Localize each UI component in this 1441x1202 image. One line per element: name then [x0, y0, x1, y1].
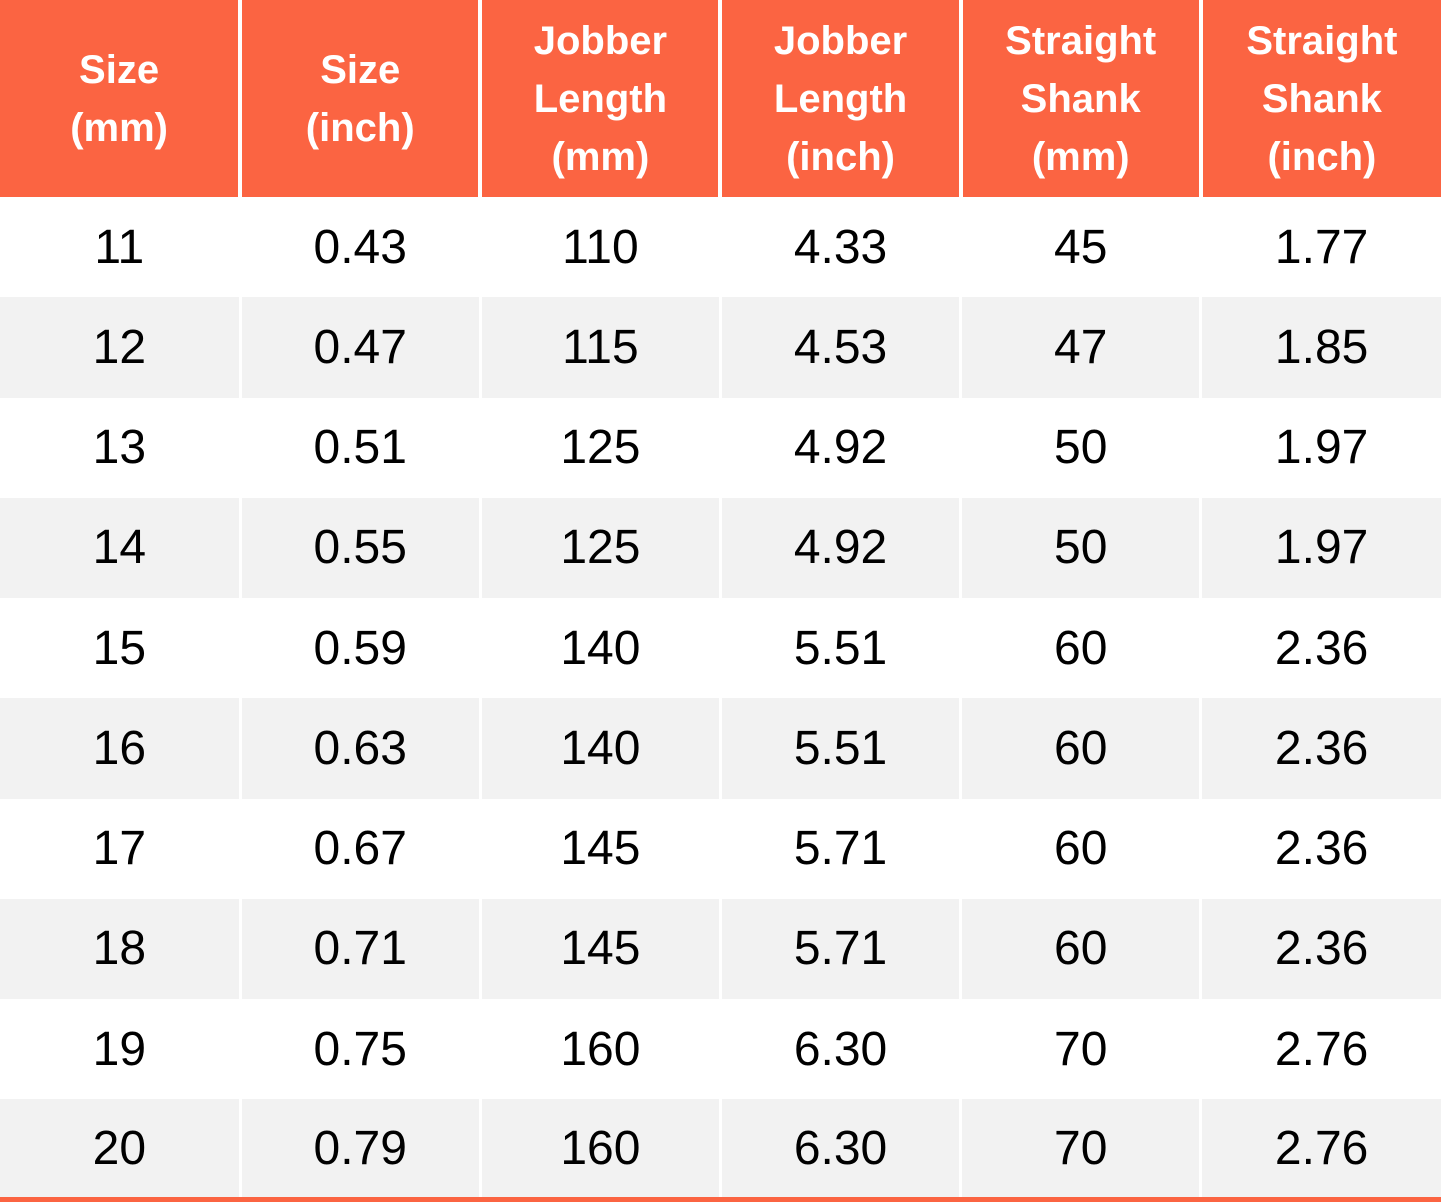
table-cell: 6.30	[720, 1099, 963, 1200]
table-cell: 60	[960, 798, 1203, 899]
table-cell: 17	[0, 798, 242, 899]
column-header: Straight Shank (inch)	[1200, 0, 1441, 197]
table-cell: 5.71	[720, 898, 963, 999]
table-cell: 0.47	[240, 297, 482, 398]
table-header: Size (mm) Size (inch) Jobber Length (mm) Jo…	[0, 0, 1441, 197]
table-cell: 60	[960, 698, 1203, 799]
table-cell: 14	[0, 497, 242, 598]
table-cell: 45	[960, 197, 1203, 298]
table-cell: 2.36	[1200, 798, 1441, 899]
table-cell: 60	[960, 898, 1203, 999]
table-cell: 140	[480, 598, 722, 699]
table-cell: 1.97	[1200, 497, 1441, 598]
table-cell: 2.36	[1200, 898, 1441, 999]
table-cell: 2.76	[1200, 999, 1441, 1100]
table-row: 13 0.51 125 4.92 50 1.97	[0, 397, 1441, 498]
table-row: 17 0.67 145 5.71 60 2.36	[0, 798, 1441, 899]
column-header: Size (inch)	[240, 0, 483, 197]
header-row: Size (mm) Size (inch) Jobber Length (mm) Jo…	[0, 0, 1441, 197]
table-cell: 4.92	[720, 397, 963, 498]
table-row: 14 0.55 125 4.92 50 1.97	[0, 497, 1441, 598]
table-cell: 145	[480, 898, 722, 999]
table-cell: 125	[480, 397, 722, 498]
table-row: 19 0.75 160 6.30 70 2.76	[0, 999, 1441, 1100]
table-cell: 0.67	[240, 798, 482, 899]
table-cell: 4.92	[720, 497, 963, 598]
table-cell: 15	[0, 598, 242, 699]
table-cell: 5.71	[720, 798, 963, 899]
table-cell: 145	[480, 798, 722, 899]
table-cell: 0.71	[240, 898, 482, 999]
table-cell: 5.51	[720, 698, 963, 799]
table-row: 11 0.43 110 4.33 45 1.77	[0, 197, 1441, 298]
table-row: 15 0.59 140 5.51 60 2.36	[0, 598, 1441, 699]
table-cell: 18	[0, 898, 242, 999]
table-cell: 70	[960, 1099, 1203, 1200]
table-cell: 140	[480, 698, 722, 799]
table-row: 12 0.47 115 4.53 47 1.85	[0, 297, 1441, 398]
table-cell: 50	[960, 497, 1203, 598]
table-cell: 125	[480, 497, 722, 598]
table-cell: 11	[0, 197, 242, 298]
table-cell: 0.79	[240, 1099, 482, 1200]
table-cell: 20	[0, 1099, 242, 1200]
table-cell: 19	[0, 999, 242, 1100]
table-cell: 6.30	[720, 999, 963, 1100]
table-cell: 0.55	[240, 497, 482, 598]
column-header: Size (mm)	[0, 0, 243, 197]
table-row: 18 0.71 145 5.71 60 2.36	[0, 898, 1441, 999]
column-header: Jobber Length (inch)	[720, 0, 963, 197]
table-cell: 1.77	[1200, 197, 1441, 298]
table-row: 16 0.63 140 5.51 60 2.36	[0, 698, 1441, 799]
table-cell: 0.63	[240, 698, 482, 799]
table-body: 11 0.43 110 4.33 45 1.77 12 0.47 115 4.53 47 1.85 13…	[0, 197, 1441, 1200]
table-cell: 60	[960, 598, 1203, 699]
table-cell: 4.33	[720, 197, 963, 298]
table-cell: 2.36	[1200, 598, 1441, 699]
table-cell: 50	[960, 397, 1203, 498]
table-cell: 70	[960, 999, 1203, 1100]
table-cell: 2.36	[1200, 698, 1441, 799]
table-cell: 0.43	[240, 197, 482, 298]
table-cell: 2.76	[1200, 1099, 1441, 1200]
table-cell: 1.85	[1200, 297, 1441, 398]
table-cell: 12	[0, 297, 242, 398]
table-cell: 16	[0, 698, 242, 799]
table-cell: 4.53	[720, 297, 963, 398]
table-cell: 47	[960, 297, 1203, 398]
column-header: Straight Shank (mm)	[960, 0, 1203, 197]
table-cell: 0.59	[240, 598, 482, 699]
table-cell: 0.51	[240, 397, 482, 498]
table-cell: 115	[480, 297, 722, 398]
table-cell: 0.75	[240, 999, 482, 1100]
table-cell: 13	[0, 397, 242, 498]
table-row: 20 0.79 160 6.30 70 2.76	[0, 1099, 1441, 1200]
table-cell: 110	[480, 197, 722, 298]
table-cell: 160	[480, 1099, 722, 1200]
table-cell: 5.51	[720, 598, 963, 699]
table-cell: 160	[480, 999, 722, 1100]
column-header: Jobber Length (mm)	[480, 0, 723, 197]
table-cell: 1.97	[1200, 397, 1441, 498]
